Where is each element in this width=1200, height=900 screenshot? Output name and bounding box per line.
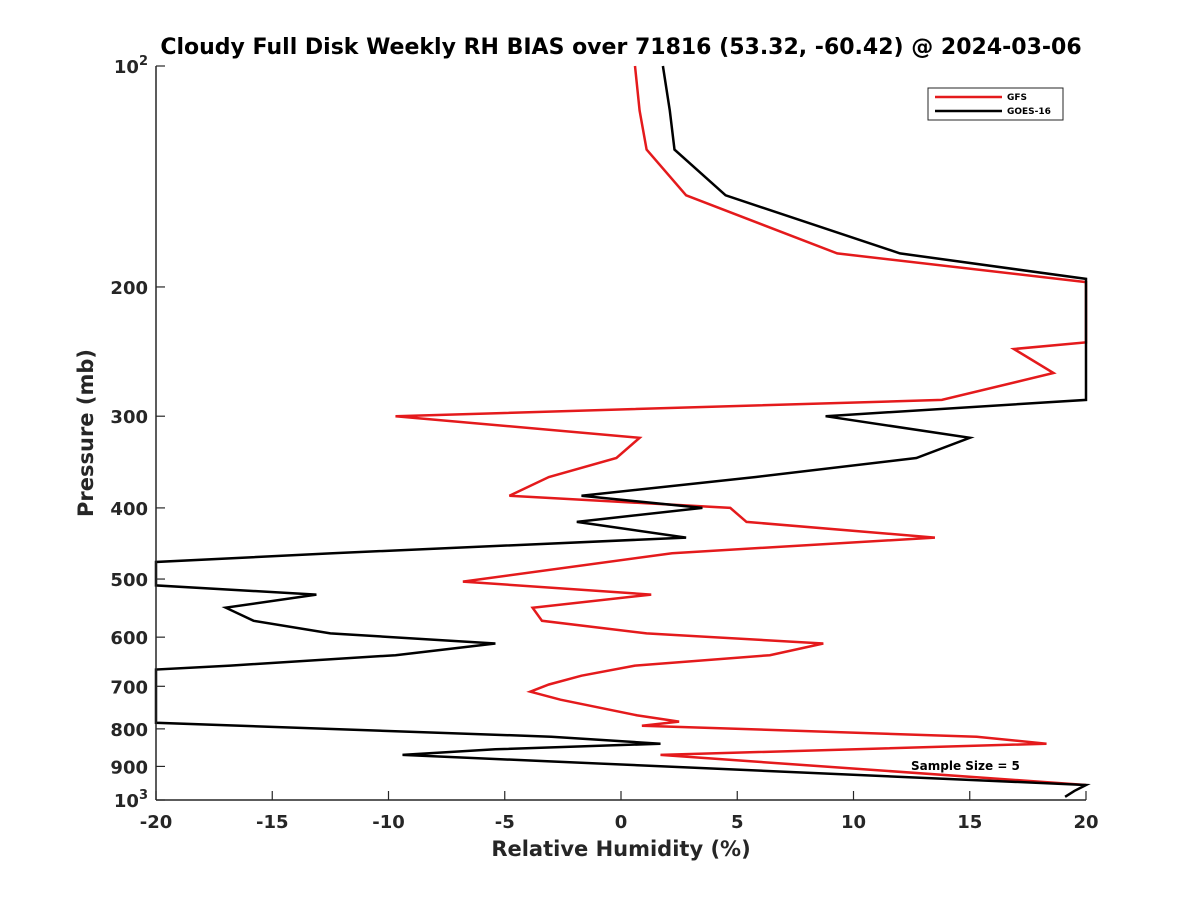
x-tick-label: 0 [615, 812, 628, 833]
plot-area [156, 66, 1086, 800]
y-axis-label: Pressure (mb) [74, 349, 98, 517]
series-line-gfs [395, 65, 1088, 787]
y-tick-label: 400 [110, 499, 148, 520]
x-tick-label: -5 [495, 812, 515, 833]
y-tick-label: 200 [110, 278, 148, 299]
y-tick-label: 700 [110, 677, 148, 698]
x-tick-label: 10 [841, 812, 866, 833]
x-tick-label: 15 [957, 812, 982, 833]
y-tick-label: 600 [110, 628, 148, 649]
y-tick-label: 300 [110, 407, 148, 428]
x-ticks: -20 -15 -10 -5 0 5 10 15 20 [140, 791, 1099, 833]
x-tick-label: 5 [731, 812, 744, 833]
y-tick-label: 900 [110, 757, 148, 778]
y-ticks: 102 200 300 400 500 600 700 800 900 103 [110, 54, 165, 812]
chart-title: Cloudy Full Disk Weekly RH BIAS over 718… [160, 35, 1081, 60]
x-tick-label: -10 [372, 812, 405, 833]
y-tick-label: 103 [114, 788, 148, 812]
x-tick-label: -20 [140, 812, 173, 833]
legend-label-goes-16: GOES-16 [1007, 107, 1051, 117]
y-tick-label: 102 [114, 54, 148, 78]
legend-label-gfs: GFS [1007, 93, 1027, 103]
y-tick-label: 500 [110, 570, 148, 591]
sample-size-annotation: Sample Size = 5 [911, 759, 1020, 773]
x-axis-label: Relative Humidity (%) [491, 837, 750, 861]
x-tick-label: 20 [1073, 812, 1098, 833]
y-tick-label: 800 [110, 720, 148, 741]
legend-box [927, 87, 1064, 121]
x-tick-label: -15 [256, 812, 289, 833]
legend: GFS GOES-16 [927, 87, 1064, 121]
